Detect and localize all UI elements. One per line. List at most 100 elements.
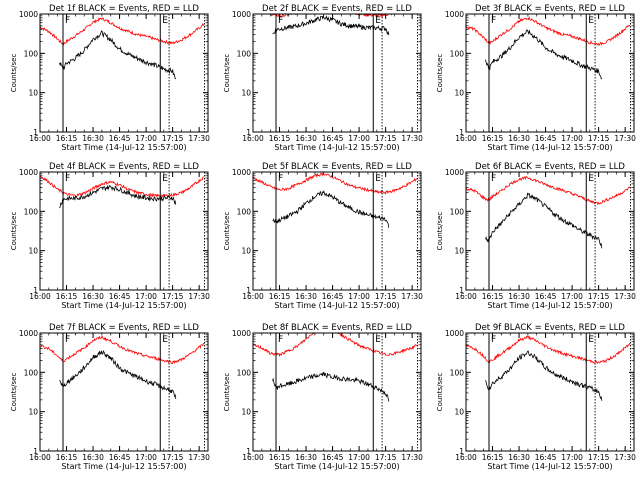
y-tick-label: 1000 [445,168,464,177]
lld-series-line [253,172,418,195]
x-tick-label: 16:45 [535,134,557,143]
y-tick-label: 10 [28,247,38,256]
y-tick-label: 1000 [445,10,464,19]
x-tick-label: 17:30 [401,292,423,301]
x-tick-label: 17:00 [561,453,583,462]
marker-label-end: E [375,16,381,26]
events-series-line [272,372,390,402]
lld-series-line [40,176,205,199]
marker-label-start: F [65,16,70,26]
x-tick-label: 17:30 [614,292,636,301]
x-tick-label: 17:30 [614,453,636,462]
panel-det-7: Det 7f BLACK = Events, RED = LLD F E 1 10 100… [10,323,210,471]
x-tick-label: 17:15 [588,292,610,301]
x-tick-label: 16:00 [242,292,264,301]
y-tick-label: 1000 [19,329,38,338]
x-axis-label: Start Time (14-Jul-12 15:57:00) [274,143,399,152]
x-tick-label: 17:30 [188,453,210,462]
x-axis-label: Start Time (14-Jul-12 15:57:00) [61,301,186,310]
plot-frame [39,13,209,133]
events-series-line [272,190,390,228]
panel-det-5: Det 5f BLACK = Events, RED = LLD F E 1 10 100… [223,162,423,310]
marker-label-start: F [65,174,70,184]
panel-title: Det 8f BLACK = Events, RED = LLD [262,323,412,333]
x-tick-label: 16:15 [56,453,78,462]
x-tick-label: 16:30 [82,453,104,462]
y-tick-label: 100 [237,368,252,377]
y-axis-label: Counts/sec [436,212,444,251]
x-tick-label: 17:00 [561,134,583,143]
lld-series-line [466,335,631,365]
panel-title: Det 5f BLACK = Events, RED = LLD [262,162,412,172]
x-tick-label: 16:45 [535,453,557,462]
y-tick-label: 1 [246,286,251,295]
plot-frame [465,13,635,133]
x-tick-label: 17:15 [162,453,184,462]
y-axis-label: Counts/sec [436,373,444,412]
x-tick-label: 16:30 [295,292,317,301]
marker-label-start: F [278,174,283,184]
panel-det-4: Det 4f BLACK = Events, RED = LLD F E 1 10 100… [10,162,210,310]
x-axis-label: Start Time (14-Jul-12 15:57:00) [61,462,186,471]
marker-label-end: E [588,174,594,184]
x-tick-label: 17:15 [588,134,610,143]
x-tick-label: 16:45 [322,292,344,301]
lld-series-line [40,17,205,46]
x-tick-label: 16:00 [29,134,51,143]
x-tick-label: 17:00 [561,292,583,301]
panel-title: Det 7f BLACK = Events, RED = LLD [49,323,199,333]
panel-title: Det 2f BLACK = Events, RED = LLD [262,4,412,14]
events-series-line [59,349,177,399]
x-tick-label: 17:30 [188,134,210,143]
x-tick-label: 16:45 [109,292,131,301]
y-tick-label: 100 [450,49,465,58]
panel-det-6: Det 6f BLACK = Events, RED = LLD F E 1 10 100… [436,162,636,310]
panel-det-8: Det 8f BLACK = Events, RED = LLD F E 1 10 100… [223,323,423,471]
x-tick-label: 17:15 [375,292,397,301]
panel-title: Det 1f BLACK = Events, RED = LLD [49,4,199,14]
y-tick-label: 100 [237,49,252,58]
plot-frame [252,171,422,291]
y-tick-label: 10 [241,247,251,256]
y-axis-label: Counts/sec [10,212,18,251]
x-tick-label: 17:15 [588,453,610,462]
x-tick-label: 16:15 [482,134,504,143]
x-tick-label: 16:30 [82,292,104,301]
y-tick-label: 10 [454,247,464,256]
x-tick-label: 16:00 [455,292,477,301]
lld-series-line [466,176,631,206]
y-tick-label: 100 [24,368,39,377]
y-tick-label: 10 [241,408,251,417]
x-tick-label: 16:15 [56,134,78,143]
x-tick-label: 16:45 [535,292,557,301]
x-tick-label: 16:15 [269,453,291,462]
panel-det-9: Det 9f BLACK = Events, RED = LLD F E 1 10 100… [436,323,636,471]
marker-label-start: F [491,16,496,26]
x-tick-label: 16:00 [29,292,51,301]
x-tick-label: 16:45 [322,453,344,462]
events-series-line [485,350,603,401]
panel-det-1: Det 1f BLACK = Events, RED = LLD F E 1 10 100… [10,4,210,152]
plot-frame [252,13,422,133]
marker-label-start: F [491,174,496,184]
panel-title: Det 9f BLACK = Events, RED = LLD [475,323,625,333]
events-series-line [485,29,603,80]
plot-frame [252,332,422,452]
x-tick-label: 17:30 [401,453,423,462]
y-tick-label: 100 [237,207,252,216]
x-tick-label: 17:15 [375,453,397,462]
panel-title: Det 3f BLACK = Events, RED = LLD [475,4,625,14]
y-tick-label: 100 [450,368,465,377]
x-tick-label: 16:15 [56,292,78,301]
y-tick-label: 1 [459,128,464,137]
y-tick-label: 1000 [232,329,251,338]
plot-frame [39,332,209,452]
lld-series-line [253,333,418,358]
y-axis-label: Counts/sec [10,54,18,93]
y-tick-label: 1000 [232,168,251,177]
y-tick-label: 1 [459,447,464,456]
y-tick-label: 10 [241,89,251,98]
lld-series-line [265,14,399,18]
